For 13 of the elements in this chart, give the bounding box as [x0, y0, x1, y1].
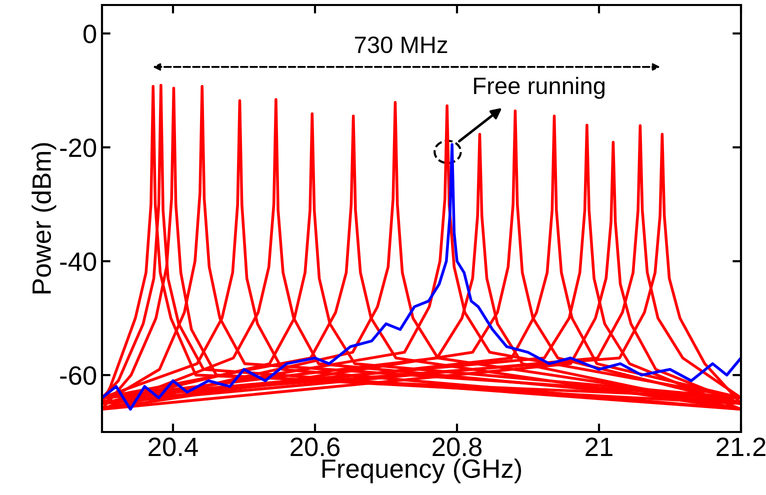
x-axis-title: Frequency (GHz)	[322, 458, 522, 484]
y-tick-label: -20	[60, 138, 96, 158]
y-tick-label: -60	[60, 366, 96, 385]
x-tick-label: 21	[586, 438, 612, 456]
y-tick-label: -40	[60, 252, 96, 272]
y-axis-title: Power (dBm)	[32, 143, 56, 294]
x-tick-label: 20.6	[290, 438, 340, 456]
annotation: Free running	[474, 76, 604, 99]
x-tick-label: 20.4	[148, 438, 198, 456]
x-tick-label: 20.8	[432, 438, 482, 456]
annotation: 730 MHz	[355, 36, 448, 54]
x-tick-label: 21.2	[716, 438, 766, 456]
y-tick-label: 0	[83, 24, 96, 44]
